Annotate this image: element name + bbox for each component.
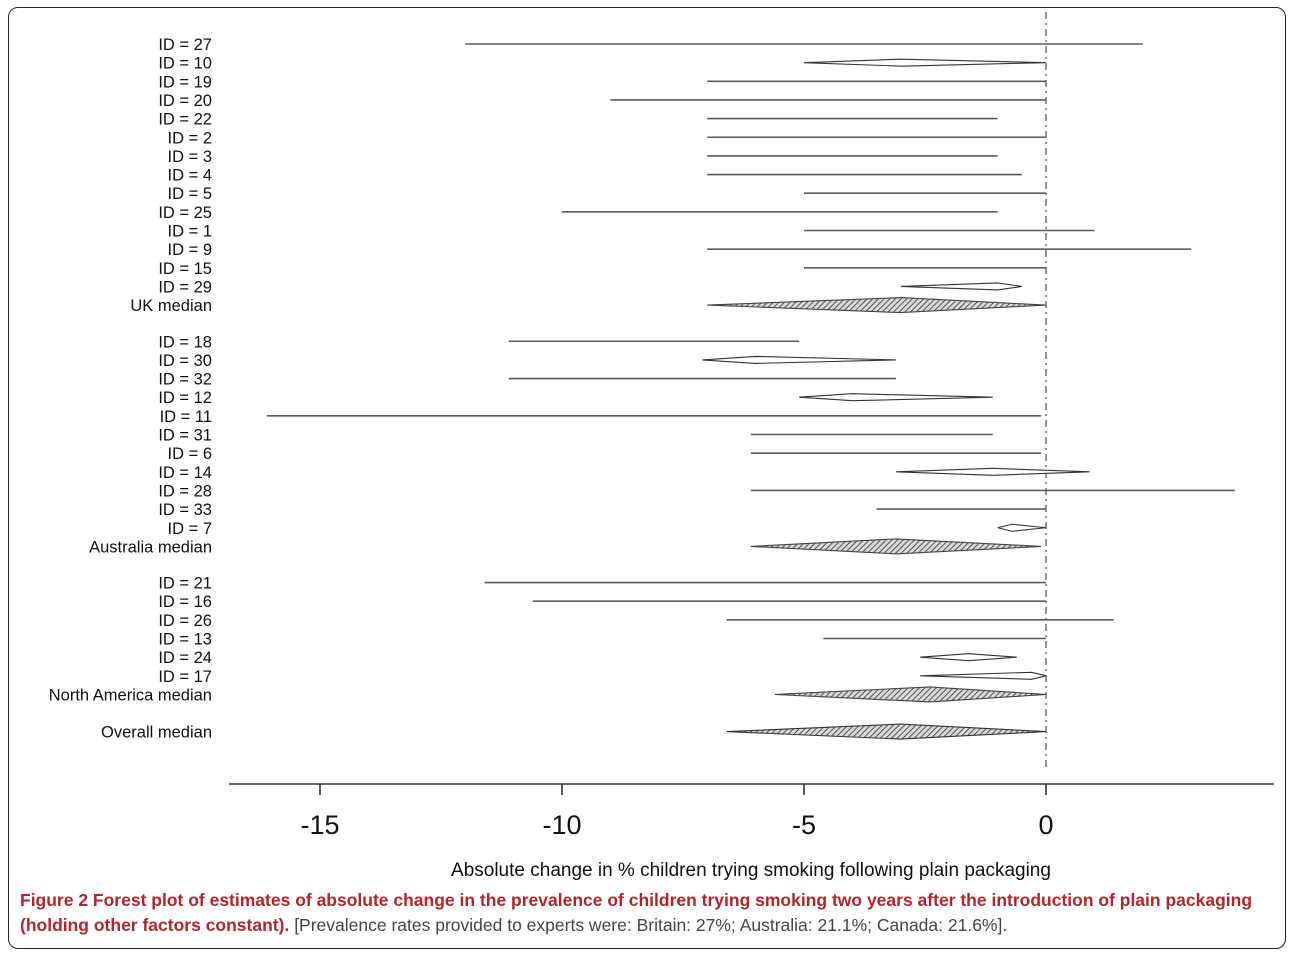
- row-label: ID = 7: [168, 520, 212, 538]
- row-label: ID = 12: [158, 389, 212, 407]
- estimate-diamond: [920, 671, 1047, 680]
- row-label: ID = 14: [158, 464, 212, 482]
- summary-diamond: [774, 686, 1047, 703]
- estimate-diamond: [702, 355, 896, 364]
- figure-frame: [8, 7, 1286, 949]
- row-label: ID = 32: [158, 371, 212, 389]
- row-label: ID = 24: [158, 649, 212, 667]
- row-label: ID = 28: [158, 482, 212, 500]
- row-label: ID = 16: [158, 593, 212, 611]
- x-tick-label: 0: [1038, 810, 1053, 840]
- row-label: ID = 31: [158, 427, 212, 445]
- row-label: ID = 18: [158, 333, 212, 351]
- estimate-diamond: [803, 58, 1047, 67]
- x-tick-label: -5: [792, 810, 816, 840]
- row-label: ID = 26: [158, 612, 212, 630]
- estimate-diamond: [895, 467, 1090, 476]
- row-label: ID = 5: [168, 185, 212, 203]
- x-tick-label: -10: [542, 810, 581, 840]
- row-label: ID = 9: [168, 241, 212, 259]
- row-label: ID = 17: [158, 668, 212, 686]
- row-label: ID = 30: [158, 352, 212, 370]
- estimate-diamond: [799, 393, 993, 402]
- estimate-diamond: [997, 523, 1047, 532]
- row-label: ID = 27: [158, 36, 212, 54]
- row-label: ID = 33: [158, 501, 212, 519]
- row-label: ID = 21: [158, 575, 212, 593]
- row-label: ID = 11: [160, 408, 212, 426]
- row-label: ID = 22: [158, 111, 212, 129]
- overall-label: Overall median: [101, 724, 212, 742]
- group-summary-label: UK median: [130, 297, 212, 315]
- x-tick-label: -15: [300, 810, 339, 840]
- row-label: ID = 19: [158, 73, 212, 91]
- figure-caption: Figure 2 Forest plot of estimates of abs…: [20, 888, 1275, 938]
- summary-diamond: [707, 297, 1047, 314]
- row-label: ID = 4: [168, 167, 212, 185]
- row-label: ID = 2: [168, 129, 212, 147]
- group-summary-label: North America median: [49, 686, 212, 704]
- x-axis-label: Absolute change in % children trying smo…: [451, 860, 1051, 880]
- x-axis: -15 -10 -5 0: [229, 783, 1274, 840]
- row-label: ID = 15: [158, 260, 212, 278]
- row-label: ID = 13: [158, 631, 212, 649]
- caption-note: [Prevalence rates provided to experts we…: [294, 915, 1008, 935]
- row-label: ID = 6: [168, 445, 212, 463]
- row-label: ID = 1: [168, 223, 212, 241]
- overall-diamond: [726, 723, 1047, 740]
- caption-title: Figure 2 Forest plot of estimates of abs…: [20, 890, 1253, 935]
- estimate-diamond: [900, 282, 1022, 291]
- row-label: ID = 20: [158, 92, 212, 110]
- summary-diamond: [750, 538, 1042, 555]
- row-label: ID = 29: [158, 278, 212, 296]
- row-label: ID = 10: [158, 55, 212, 73]
- group-summary-label: Australia median: [89, 538, 212, 556]
- estimate-diamond: [920, 653, 1017, 662]
- row-label: ID = 25: [158, 204, 212, 222]
- row-label: ID = 3: [168, 148, 212, 166]
